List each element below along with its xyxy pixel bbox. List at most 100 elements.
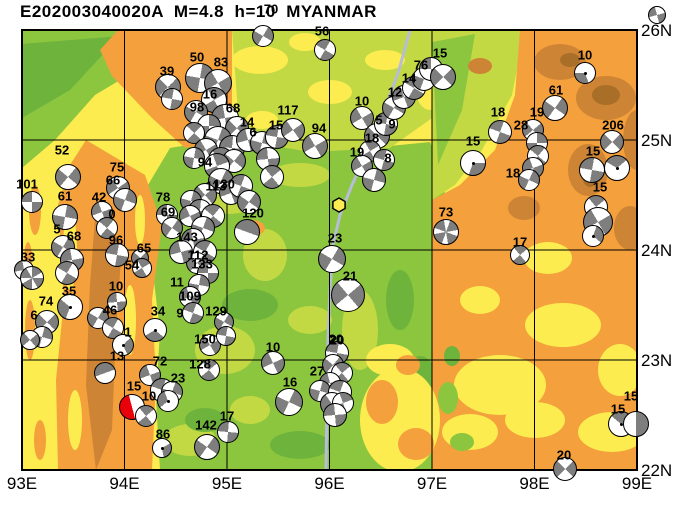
focal-mechanism-beachball [460, 150, 486, 176]
depth-label: 21 [342, 268, 358, 284]
longitude-axis-label: 94E [109, 474, 140, 493]
focal-mechanism-beachball [323, 403, 347, 427]
depth-label: 15 [432, 45, 448, 61]
depth-label: 15 [610, 401, 626, 417]
depth-label: 9 [388, 116, 396, 132]
depth-label: 18 [364, 130, 380, 146]
focal-mechanism-beachball [237, 190, 261, 214]
depth-label: 13 [109, 348, 125, 364]
focal-mechanism-beachball [518, 169, 540, 191]
focal-mechanism-beachball [430, 64, 456, 90]
beachball-center-dot [68, 305, 72, 309]
depth-label: 5 [375, 112, 383, 128]
depth-label: 94 [311, 120, 327, 136]
depth-label: 78 [155, 189, 171, 205]
focal-mechanism-beachball [217, 421, 239, 443]
depth-label: 20 [556, 447, 572, 463]
depth-label: 109 [179, 288, 201, 304]
focal-mechanism-beachball [623, 411, 649, 437]
depth-label: 65 [136, 240, 152, 256]
depth-label: 96 [108, 232, 124, 248]
focal-mechanism-beachball [216, 326, 236, 346]
depth-label: 83 [213, 54, 229, 70]
focal-mechanism-beachball [183, 147, 205, 169]
depth-label: 5 [53, 221, 61, 237]
focal-mechanism-beachball [510, 245, 530, 265]
depth-label: 75 [109, 159, 125, 175]
beachball-center-dot [619, 422, 623, 426]
beachball-center-dot [160, 446, 164, 450]
focal-mechanism-beachball [281, 118, 305, 142]
focal-mechanism-beachball [96, 217, 118, 239]
depth-label: 56 [314, 23, 330, 39]
depth-label: 23 [327, 230, 343, 246]
depth-label: 33 [20, 249, 36, 265]
longitude-axis-label: 96E [314, 474, 345, 493]
focal-mechanism-beachball [157, 390, 179, 412]
latitude-axis-label: 22N [641, 461, 673, 480]
depth-label: 68 [225, 100, 241, 116]
depth-label: 16 [202, 86, 218, 102]
focal-mechanism-beachball [318, 245, 346, 273]
depth-label: 15 [623, 388, 639, 404]
focal-mechanism-beachball [169, 240, 193, 264]
focal-mechanism-beachball [135, 405, 157, 427]
depth-label: 54 [124, 257, 140, 273]
beachball-center-dot [153, 328, 157, 332]
depth-label: 52 [54, 142, 70, 158]
depth-label: 120 [242, 205, 264, 221]
depth-label: 15 [465, 133, 481, 149]
latitude-axis-label: 23N [641, 351, 673, 370]
focal-mechanism-beachball [542, 95, 568, 121]
depth-label: 34 [150, 303, 166, 319]
longitude-axis-label: 98E [519, 474, 550, 493]
focal-mechanism-beachball [94, 362, 116, 384]
focal-mechanism-beachball [55, 261, 79, 285]
depth-label: 94 [197, 154, 213, 170]
station-hexagon-icon [332, 197, 346, 213]
depth-label: 112 [187, 247, 209, 263]
focal-mechanism-beachball [302, 133, 328, 159]
depth-label: 17 [512, 234, 528, 250]
longitude-axis-label: 97E [416, 474, 448, 493]
focal-mechanism-beachball [373, 149, 395, 171]
depth-label: 101 [16, 176, 38, 192]
focal-mechanism-beachball [182, 302, 204, 324]
longitude-axis-label: 93E [6, 474, 38, 493]
beachball-center-dot [471, 161, 475, 165]
event-title: E202003040020A M=4.8 h=10 MYANMAR [20, 2, 377, 21]
latitude-axis-label: 25N [641, 131, 673, 150]
depth-label: 18 [505, 165, 521, 181]
depth-label: 86 [155, 426, 171, 442]
beachball-center-dot [166, 399, 170, 403]
depth-label: 14 [401, 70, 417, 86]
depth-label: 74 [38, 293, 54, 309]
latitude-axis-label: 26N [641, 21, 673, 40]
focal-mechanism-beachball [252, 25, 274, 47]
depth-label: 129 [205, 303, 227, 319]
focal-mechanism-beachball [194, 434, 220, 460]
focal-mechanism-beachball [161, 217, 183, 239]
depth-label: 42 [91, 189, 107, 205]
focal-mechanism-beachball [143, 318, 167, 342]
depth-label: 15 [268, 117, 284, 133]
depth-label: 142 [195, 417, 217, 433]
depth-label: 1 [124, 324, 132, 340]
depth-label: 16 [282, 374, 298, 390]
focal-mechanism-beachball [55, 164, 81, 190]
focal-mechanism-beachball [199, 334, 221, 356]
focal-mechanism-beachball [331, 278, 365, 312]
depth-label: 14 [239, 114, 255, 130]
depth-label: 68 [66, 228, 82, 244]
focal-mechanism-beachball [57, 294, 83, 320]
focal-mechanism-beachball [579, 157, 605, 183]
depth-label: 143 [176, 229, 198, 245]
depth-label: 35 [61, 283, 77, 299]
depth-label: 15 [585, 143, 601, 159]
depth-label: 61 [57, 188, 73, 204]
depth-label: 10 [265, 339, 281, 355]
focal-mechanism-beachball [362, 168, 386, 192]
longitude-axis-label: 99E [621, 474, 653, 493]
depth-label: 10 [577, 47, 593, 63]
